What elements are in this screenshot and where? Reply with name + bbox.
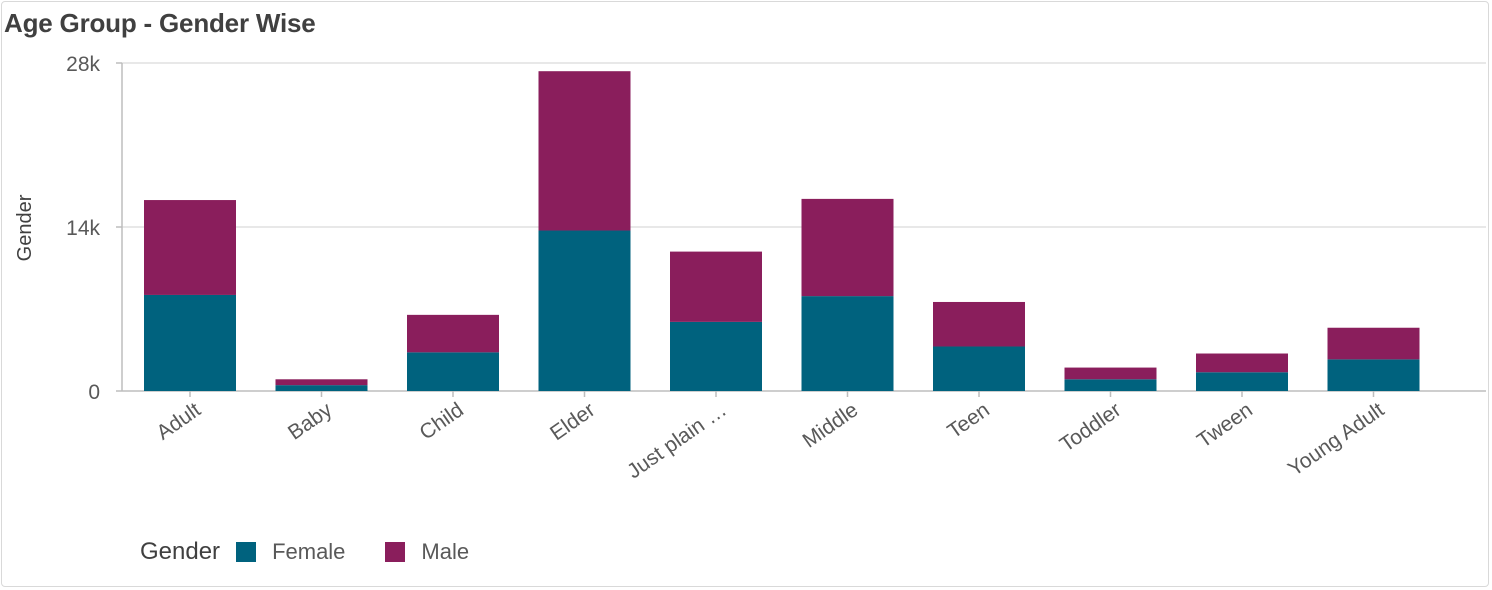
legend-swatch-female [236, 542, 257, 562]
y-axis-label: Gender [14, 194, 36, 261]
legend-title: Gender [140, 538, 221, 565]
chart-title: Age Group - Gender Wise [4, 8, 316, 38]
x-tick-label: Middle [798, 398, 862, 452]
bar-female-2[interactable] [275, 385, 368, 391]
x-tick-label: Adult [152, 398, 205, 444]
x-tick-label: Tween [1193, 398, 1257, 452]
x-axis-ticks: Adult Baby Child Elder Just plain … Middle Tee… [152, 391, 1388, 483]
x-tick-label: Baby [284, 398, 337, 445]
bar-male-9[interactable] [1196, 353, 1288, 373]
bar-male-4[interactable] [538, 71, 631, 231]
bar-female-9[interactable] [1196, 372, 1288, 391]
bar-male-6[interactable] [801, 198, 894, 297]
bar-male-8[interactable] [1064, 367, 1157, 380]
bar-male-2[interactable] [275, 379, 368, 386]
bars [144, 71, 1420, 391]
bar-female-1[interactable] [144, 294, 236, 391]
x-tick-label: Toddler [1056, 398, 1126, 456]
bar-male-7[interactable] [933, 301, 1025, 347]
bar-male-3[interactable] [407, 314, 499, 353]
x-tick-label: Elder [546, 398, 599, 445]
bar-female-8[interactable] [1064, 379, 1157, 391]
y-tick-label: 0 [88, 381, 100, 404]
legend: Gender Female Male [140, 535, 509, 569]
y-tick-label: 14k [66, 217, 100, 240]
bar-male-10[interactable] [1327, 327, 1420, 360]
bar-male-5[interactable] [670, 251, 762, 322]
bar-female-7[interactable] [933, 346, 1025, 391]
x-tick-label: Child [415, 398, 467, 444]
bar-male-1[interactable] [144, 200, 236, 295]
bar-female-4[interactable] [538, 230, 631, 391]
legend-item-male[interactable]: Male [385, 539, 469, 565]
bar-female-10[interactable] [1327, 359, 1420, 391]
x-tick-label: Just plain … [623, 398, 731, 483]
x-tick-label: Teen [943, 398, 994, 443]
bar-female-3[interactable] [407, 352, 499, 391]
legend-swatch-male [385, 542, 406, 562]
bar-female-6[interactable] [801, 296, 894, 391]
bar-female-5[interactable] [670, 321, 762, 391]
legend-item-female[interactable]: Female [236, 539, 345, 565]
legend-label-female: Female [272, 539, 346, 564]
x-tick-label: Young Adult [1284, 398, 1389, 481]
legend-label-male: Male [421, 539, 470, 564]
y-axis-ticks: 0 14k 28k [66, 53, 122, 404]
y-tick-label: 28k [66, 53, 100, 76]
